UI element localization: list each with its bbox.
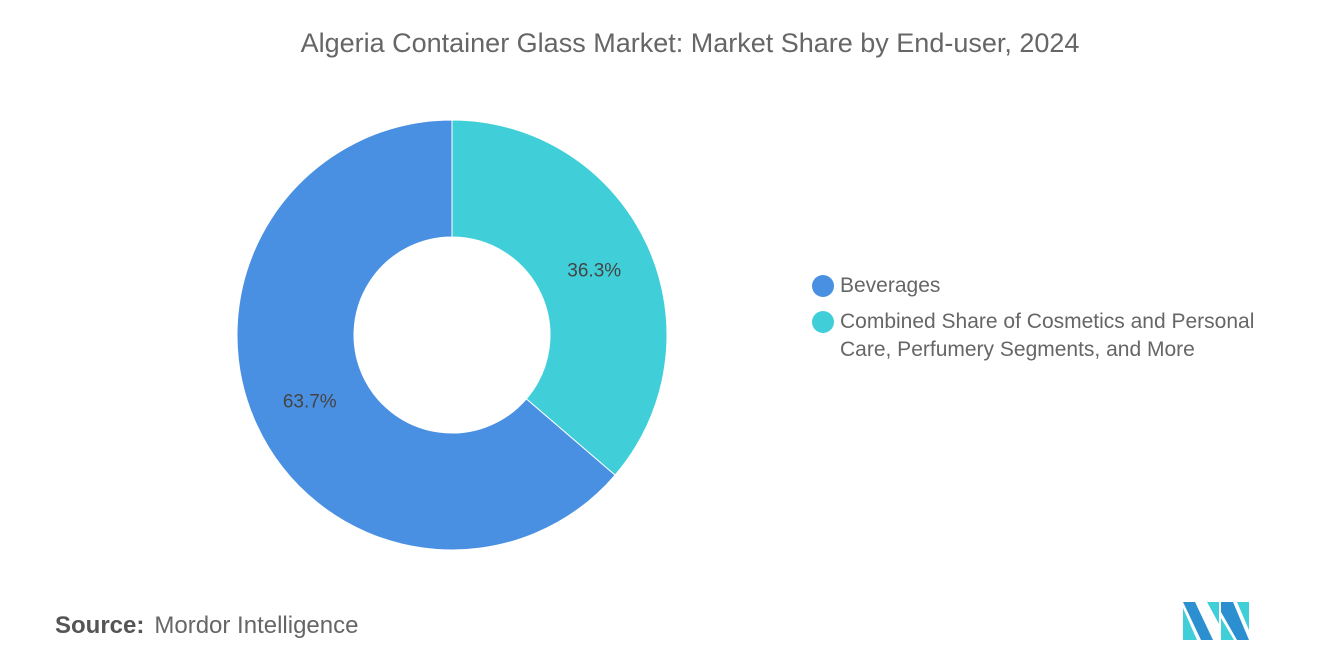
legend-item-cosmetics: Combined Share of Cosmetics and Personal… [812, 308, 1292, 364]
source-label: Source: [55, 612, 145, 639]
chart-title: Algeria Container Glass Market: Market S… [300, 28, 1080, 58]
legend-label: Combined Share of Cosmetics and Personal… [840, 310, 1255, 361]
legend: Beverages Combined Share of Cosmetics an… [812, 272, 1292, 372]
data-label: 63.7% [283, 391, 337, 412]
source-note: Source: Mordor Intelligence [55, 612, 358, 640]
legend-item-beverages: Beverages [812, 272, 1292, 300]
data-label: 36.3% [567, 261, 621, 282]
legend-swatch-icon [812, 311, 834, 333]
legend-swatch-icon [812, 275, 834, 297]
legend-label: Beverages [840, 274, 941, 297]
source-value: Mordor Intelligence [154, 612, 359, 639]
donut-slice [236, 119, 616, 551]
donut-slice [451, 119, 668, 476]
mordor-intelligence-logo [1183, 602, 1249, 640]
